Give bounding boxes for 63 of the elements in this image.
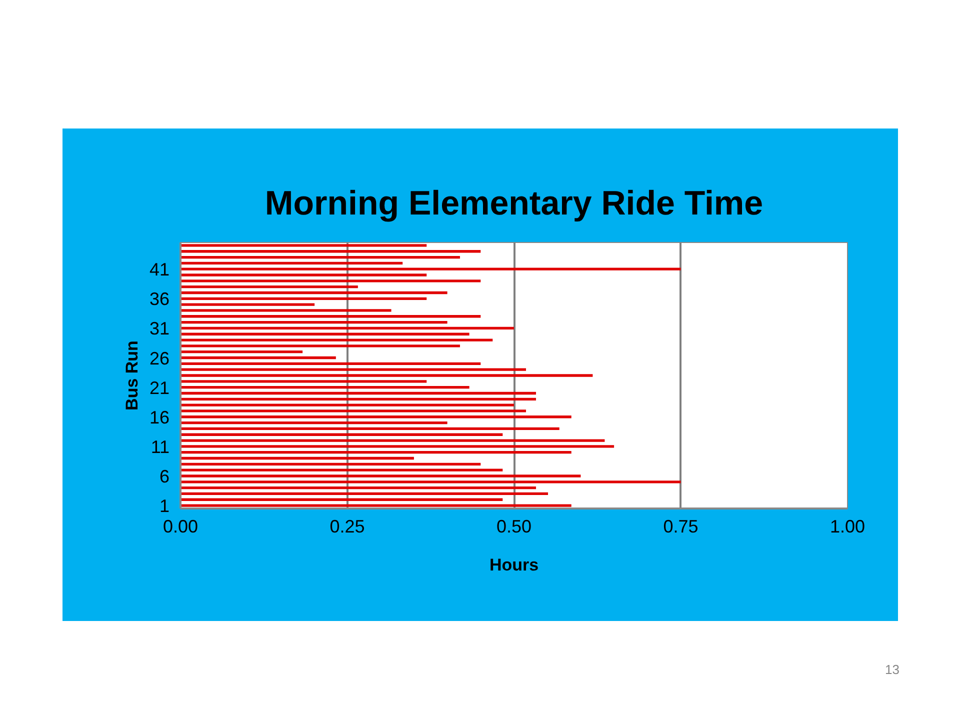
x-tick-label: 0.50 [496,516,532,536]
x-tick-label: 0.00 [162,516,198,536]
bar [180,250,481,253]
bar [180,362,481,366]
bar [180,268,681,270]
y-tick-label: 36 [149,289,170,310]
bar [180,398,536,400]
bar [180,410,526,412]
y-tick-label: 6 [159,466,170,486]
bar [180,344,460,348]
bar [180,338,493,342]
x-tick-label: 1.00 [830,516,866,536]
bar [180,416,572,418]
bar [180,392,536,395]
bar [180,256,460,259]
bar [180,326,514,330]
bar [180,350,303,354]
bar [180,303,315,306]
bar [180,427,560,430]
bar [180,291,448,294]
bar [180,439,605,442]
bar [180,315,481,318]
bar [180,368,526,371]
bar [180,451,572,454]
bar [180,433,503,436]
bar [180,309,392,312]
bar [180,386,470,389]
bar [180,468,503,472]
bar [180,262,403,265]
bar [180,498,503,501]
bar [180,286,358,288]
bar [180,332,470,336]
chart-title: Morning Elementary Ride Time [264,184,764,222]
bar [180,274,427,276]
x-axis-title: Hours [489,556,539,574]
text: 13 [885,661,900,679]
y-tick-label: 41 [149,260,170,280]
x-tick-label: 0.75 [663,516,698,536]
bar [180,456,414,460]
bar [180,404,514,406]
bar [180,297,427,300]
bar [180,486,536,490]
bar [180,380,427,383]
bar [180,462,481,466]
y-tick-label: 1 [159,496,170,516]
bar [180,280,481,282]
bar [180,374,593,377]
bar [180,445,614,448]
x-tick-label: 0.25 [330,516,365,536]
bar [180,474,581,478]
y-tick-label: 16 [149,407,170,428]
bar [180,320,448,324]
y-axis-title: Bus Run [122,340,142,410]
bar [180,421,448,424]
y-tick-label: 31 [149,318,170,339]
bar [180,480,681,484]
bar [180,504,572,507]
bar [180,244,427,247]
bar [180,492,548,496]
y-tick-label: 26 [149,348,170,368]
bar [180,356,336,360]
y-tick-label: 21 [149,378,170,398]
y-tick-label: 11 [150,436,170,457]
